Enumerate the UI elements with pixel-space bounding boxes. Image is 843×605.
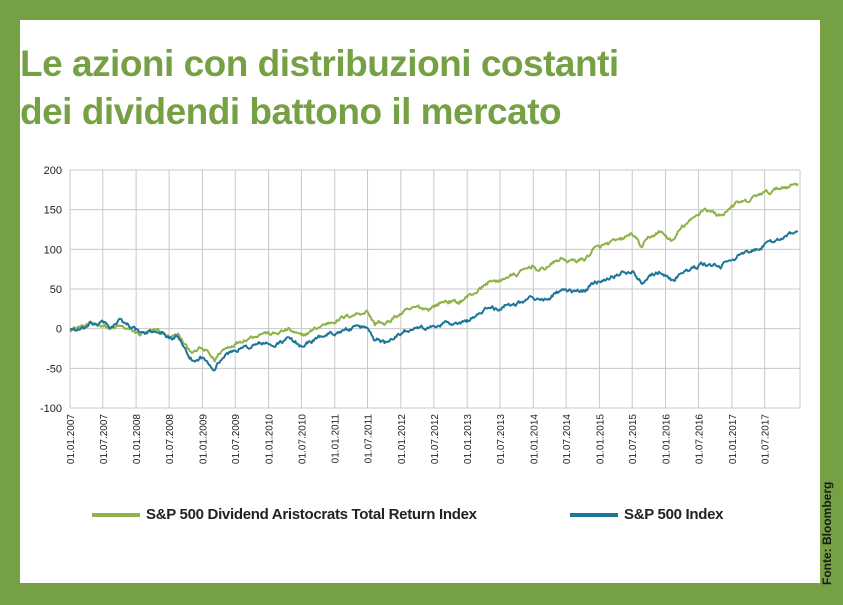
y-tick-label: 100 xyxy=(44,244,62,256)
x-tick-label: 01.01.2016 xyxy=(662,414,673,464)
source-note: Fonte: Bloomberg xyxy=(820,481,834,585)
chart-title-line-1: Le azioni con distribuzioni costanti xyxy=(20,43,619,84)
x-tick-label: 01.07.2008 xyxy=(165,414,176,464)
y-tick-label: -100 xyxy=(40,403,62,415)
x-tick-label: 01.01.2012 xyxy=(397,414,408,464)
chart-title: Le azioni con distribuzioni costanti dei… xyxy=(20,40,800,136)
legend-swatch-sp500 xyxy=(570,512,618,517)
x-tick-label: 01.07.2017 xyxy=(761,414,772,464)
y-tick-label: -50 xyxy=(46,363,62,375)
x-tick-label: 01.07.2012 xyxy=(430,414,441,464)
legend-swatch-aristocrats xyxy=(92,512,140,517)
x-tick-label: 01.01.2011 xyxy=(331,414,342,464)
x-tick-label: 01.01.2008 xyxy=(132,414,143,464)
x-tick-label: 01.01.2017 xyxy=(728,414,739,464)
legend-item-sp500: S&P 500 Index xyxy=(570,506,724,523)
chart-title-line-2: dei dividendi battono il mercato xyxy=(20,91,562,132)
legend: S&P 500 Dividend Aristocrats Total Retur… xyxy=(92,506,812,526)
x-tick-label: 01.07.2015 xyxy=(628,414,639,464)
y-tick-label: 200 xyxy=(44,165,62,177)
y-tick-label: 0 xyxy=(56,324,62,336)
legend-label-aristocrats: S&P 500 Dividend Aristocrats Total Retur… xyxy=(146,506,477,523)
x-tick-label: 01.01.2009 xyxy=(198,414,209,464)
y-tick-label: 50 xyxy=(50,284,62,296)
x-tick-label: 01.01.2010 xyxy=(265,414,276,464)
legend-item-aristocrats: S&P 500 Dividend Aristocrats Total Retur… xyxy=(92,506,477,523)
chart-card xyxy=(20,20,820,583)
x-tick-label: 01.01.2015 xyxy=(595,414,606,464)
series-line-aristocrats xyxy=(69,182,799,363)
x-tick-label: 01.01.2013 xyxy=(463,414,474,464)
legend-label-sp500: S&P 500 Index xyxy=(624,506,724,523)
x-tick-label: 01.07.2013 xyxy=(496,414,507,464)
x-tick-label: 01.01.2014 xyxy=(529,414,540,464)
x-tick-label: 01.07.2011 xyxy=(364,414,375,464)
x-tick-label: 01.07.2007 xyxy=(99,414,110,464)
x-tick-label: 01.07.2014 xyxy=(562,414,573,464)
x-tick-label: 01.07.2016 xyxy=(695,414,706,464)
series-line-sp500 xyxy=(69,230,799,372)
y-tick-label: 150 xyxy=(44,205,62,217)
x-tick-label: 01.07.2010 xyxy=(297,414,308,464)
x-tick-label: 01.07.2009 xyxy=(231,414,242,464)
x-tick-label: 01.01.2007 xyxy=(66,414,77,464)
